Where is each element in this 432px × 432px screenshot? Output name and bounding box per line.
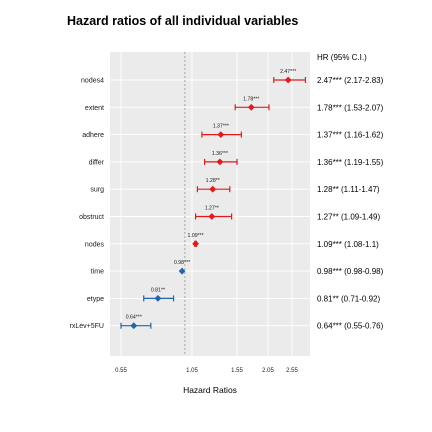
x-axis-ticks: 0.55 1.05 1.55 2.05 2.55 xyxy=(115,368,298,374)
x-tick-label: 1.05 xyxy=(186,368,198,374)
hr-point xyxy=(247,103,255,111)
hr-data-label: 1.78*** xyxy=(243,96,259,102)
variable-label: nodes xyxy=(85,241,105,248)
hr-data-label: 1.27** xyxy=(205,206,219,212)
hr-ci-text: 2.47*** (2.17-2.83) xyxy=(317,76,384,85)
hr-point xyxy=(178,267,186,275)
hr-data-label: 0.64*** xyxy=(126,315,142,321)
x-tick-label: 0.55 xyxy=(115,368,127,374)
hr-data-label: 1.28** xyxy=(206,178,220,184)
hr-point xyxy=(209,185,217,193)
variable-label: surg xyxy=(90,187,104,194)
hr-point xyxy=(130,322,138,330)
hr-point xyxy=(192,240,199,248)
hr-data-label: 1.09*** xyxy=(188,233,204,239)
x-tick-label: 2.05 xyxy=(262,368,274,374)
plot-panel xyxy=(110,52,310,356)
hr-ci-text: 1.78*** (1.53-2.07) xyxy=(317,103,384,112)
hr-data-label: 1.36*** xyxy=(212,151,228,157)
variable-label: nodes4 xyxy=(81,78,104,85)
hr-data-label: 2.47*** xyxy=(280,69,296,75)
hr-table-header: HR (95% C.I.) xyxy=(317,53,367,62)
hr-point xyxy=(284,76,292,84)
variable-label: time xyxy=(91,269,104,276)
hr-ci-text: 1.36*** (1.19-1.55) xyxy=(317,158,384,167)
x-tick-label: 1.55 xyxy=(231,368,243,374)
hr-ci-text: 0.64*** (0.55-0.76) xyxy=(317,322,384,331)
variable-label: extent xyxy=(85,105,104,112)
hr-ci-text: 0.81** (0.71-0.92) xyxy=(317,294,380,303)
chart-title: Hazard ratios of all individual variable… xyxy=(67,14,299,28)
hr-table: 2.47*** (2.17-2.83) 1.78*** (1.53-2.07) 1.… xyxy=(317,76,384,331)
hr-point xyxy=(217,131,225,138)
variable-label: etype xyxy=(87,296,104,303)
variable-label: differ xyxy=(89,159,105,166)
hr-data-label: 0.81** xyxy=(151,287,165,293)
hr-ci-text: 0.98*** (0.98-0.98) xyxy=(317,267,384,276)
hr-ci-text: 1.27** (1.09-1.49) xyxy=(317,213,380,222)
hr-point xyxy=(154,295,162,302)
hr-ci-text: 1.28** (1.11-1.47) xyxy=(317,185,380,194)
forest-rows: nodes4 2.47*** extent 1.78*** adhere 1.37*** d… xyxy=(70,69,307,330)
hr-data-label: 0.98*** xyxy=(174,260,190,266)
hr-point xyxy=(208,213,216,220)
variable-label: obstruct xyxy=(79,214,104,221)
hr-data-label: 1.37*** xyxy=(213,124,229,130)
x-axis-title: Hazard Ratios xyxy=(183,385,237,395)
hr-ci-text: 1.09*** (1.08-1.1) xyxy=(317,240,379,249)
hr-point xyxy=(216,158,224,166)
variable-label: rxLev+5FU xyxy=(70,323,104,330)
x-tick-label: 2.55 xyxy=(286,368,298,374)
hr-ci-text: 1.37*** (1.16-1.62) xyxy=(317,131,384,140)
variable-label: adhere xyxy=(82,132,104,139)
